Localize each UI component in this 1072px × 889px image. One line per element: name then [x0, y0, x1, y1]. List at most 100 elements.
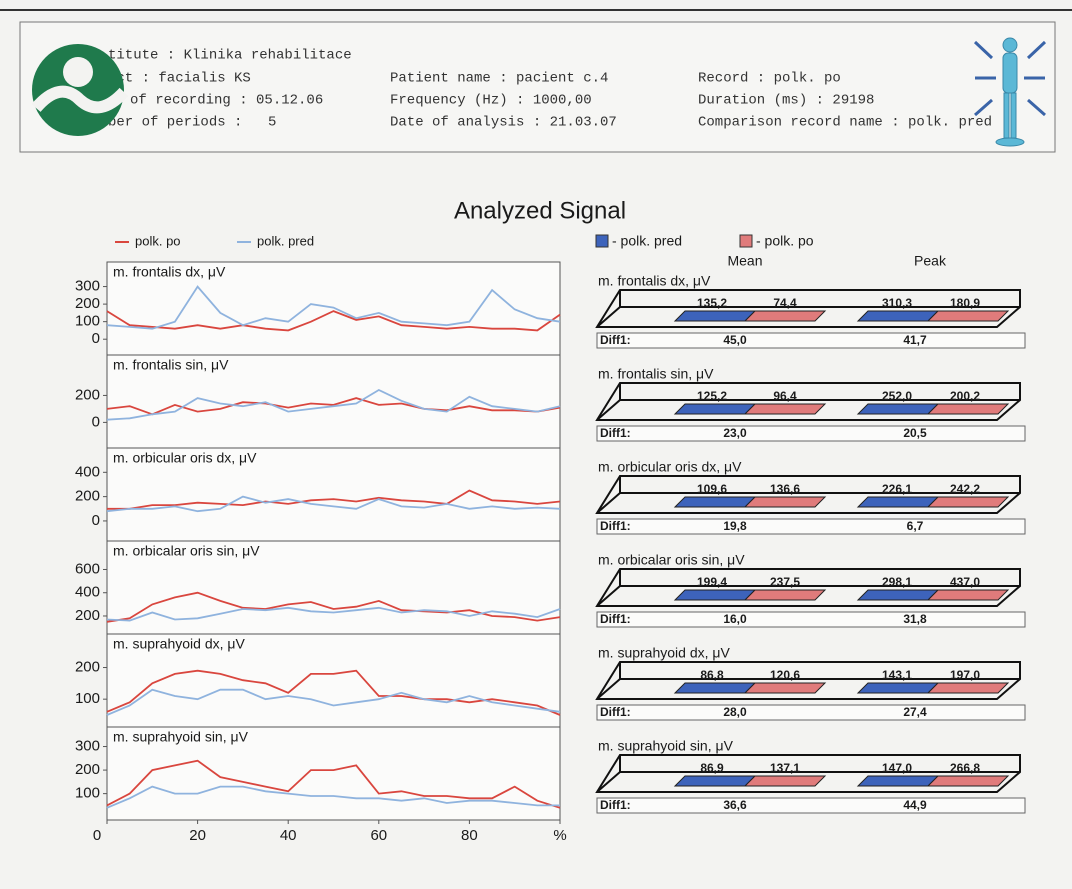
- diff-label: Diff1:: [600, 519, 631, 533]
- panel-title: m. suprahyoid dx, μV: [113, 636, 245, 652]
- legend-label: polk. pred: [257, 233, 314, 248]
- legend-swatch: [740, 235, 752, 247]
- value-label: 86,8: [700, 668, 724, 682]
- date-of-recording: of recording : 05.12.06: [130, 93, 323, 109]
- row-title: m. suprahyoid dx, μV: [598, 645, 730, 661]
- periods-label: ber of periods :: [108, 115, 242, 131]
- value-label: 137,1: [770, 761, 800, 775]
- bar-shape: [928, 311, 1008, 321]
- column-header: Peak: [914, 253, 947, 269]
- bar-shape: [858, 404, 938, 414]
- bar-shape: [928, 404, 1008, 414]
- diff-value: 23,0: [723, 426, 747, 440]
- value-label: 125,2: [697, 389, 727, 403]
- y-tick-label: 100: [75, 785, 100, 802]
- value-label: 437,0: [950, 575, 980, 589]
- diff-value: 44,9: [903, 798, 927, 812]
- bar-shape: [858, 497, 938, 507]
- y-tick-label: 200: [75, 295, 100, 312]
- date-of-analysis: Date of analysis : 21.03.07: [390, 115, 617, 131]
- value-label: 109,6: [697, 482, 727, 496]
- bar-shape: [745, 683, 825, 693]
- bar-shape: [858, 311, 938, 321]
- diff-value: 28,0: [723, 705, 747, 719]
- logo: [32, 44, 124, 136]
- value-label: 86,9: [700, 761, 724, 775]
- y-tick-label: 200: [75, 658, 100, 675]
- diff-label: Diff1:: [600, 798, 631, 812]
- value-label: 199,4: [697, 575, 727, 589]
- y-tick-label: 400: [75, 584, 100, 601]
- bar-shape: [858, 683, 938, 693]
- value-label: 200,2: [950, 389, 980, 403]
- value-label: 310,3: [882, 296, 912, 310]
- panel-title: m. frontalis dx, μV: [113, 264, 226, 280]
- diff-box: [597, 333, 1025, 348]
- x-tick-label: 0: [93, 827, 101, 844]
- subject: ect : facialis KS: [108, 71, 251, 87]
- row-title: m. suprahyoid sin, μV: [598, 738, 734, 754]
- bar-shape: [675, 776, 755, 786]
- main-title: Analyzed Signal: [454, 197, 626, 224]
- value-label: 74,4: [773, 296, 797, 310]
- diff-value: 41,7: [903, 333, 927, 347]
- record: Record : polk. po: [698, 71, 841, 87]
- bar-shape: [675, 311, 755, 321]
- panel-title: m. orbicular oris dx, μV: [113, 450, 257, 466]
- frequency: Frequency (Hz) : 1000,00: [390, 93, 592, 109]
- x-tick-label: 80: [461, 827, 478, 844]
- diff-box: [597, 519, 1025, 534]
- x-tick-label: 20: [189, 827, 206, 844]
- bar-shape: [745, 311, 825, 321]
- diff-box: [597, 798, 1025, 813]
- row-title: m. orbicular oris dx, μV: [598, 459, 742, 475]
- diff-label: Diff1:: [600, 612, 631, 626]
- bar-shape: [745, 497, 825, 507]
- panel-title: m. orbicalar oris sin, μV: [113, 543, 260, 559]
- value-label: 237,5: [770, 575, 800, 589]
- diff-box: [597, 705, 1025, 720]
- bar-shape: [928, 776, 1008, 786]
- y-tick-label: 300: [75, 278, 100, 295]
- y-tick-label: 200: [75, 761, 100, 778]
- duration: Duration (ms) : 29198: [698, 93, 874, 109]
- bar-shape: [745, 776, 825, 786]
- value-label: 197,0: [950, 668, 980, 682]
- y-tick-label: 300: [75, 738, 100, 755]
- diff-value: 45,0: [723, 333, 747, 347]
- periods: 5: [268, 115, 276, 131]
- diff-label: Diff1:: [600, 705, 631, 719]
- diff-value: 27,4: [903, 705, 927, 719]
- header-box: [20, 22, 1055, 152]
- y-tick-label: 200: [75, 488, 100, 505]
- legend-label: - polk. po: [756, 233, 814, 249]
- value-label: 136,6: [770, 482, 800, 496]
- x-tick-label: %: [553, 827, 566, 844]
- y-tick-label: 600: [75, 560, 100, 577]
- y-tick-label: 0: [92, 413, 100, 430]
- comparison-record: Comparison record name : polk. pred: [698, 115, 992, 131]
- patient: Patient name : pacient c.4: [390, 71, 608, 87]
- diff-label: Diff1:: [600, 426, 631, 440]
- diff-value: 31,8: [903, 612, 927, 626]
- report-page: titute : Klinika rehabilitace ect : faci…: [0, 0, 1072, 889]
- diff-box: [597, 426, 1025, 441]
- bar-shape: [675, 683, 755, 693]
- legend-swatch: [596, 235, 608, 247]
- value-label: 135,2: [697, 296, 727, 310]
- y-tick-label: 200: [75, 386, 100, 403]
- value-label: 147,0: [882, 761, 912, 775]
- column-header: Mean: [727, 253, 762, 269]
- bar-shape: [928, 590, 1008, 600]
- x-tick-label: 60: [370, 827, 387, 844]
- bar-shape: [675, 497, 755, 507]
- panel-title: m. frontalis sin, μV: [113, 357, 229, 373]
- bar-shape: [675, 590, 755, 600]
- value-label: 120,6: [770, 668, 800, 682]
- diff-value: 16,0: [723, 612, 747, 626]
- bar-shape: [745, 404, 825, 414]
- row-title: m. orbicalar oris sin, μV: [598, 552, 745, 568]
- value-label: 96,4: [773, 389, 797, 403]
- y-tick-label: 100: [75, 313, 100, 330]
